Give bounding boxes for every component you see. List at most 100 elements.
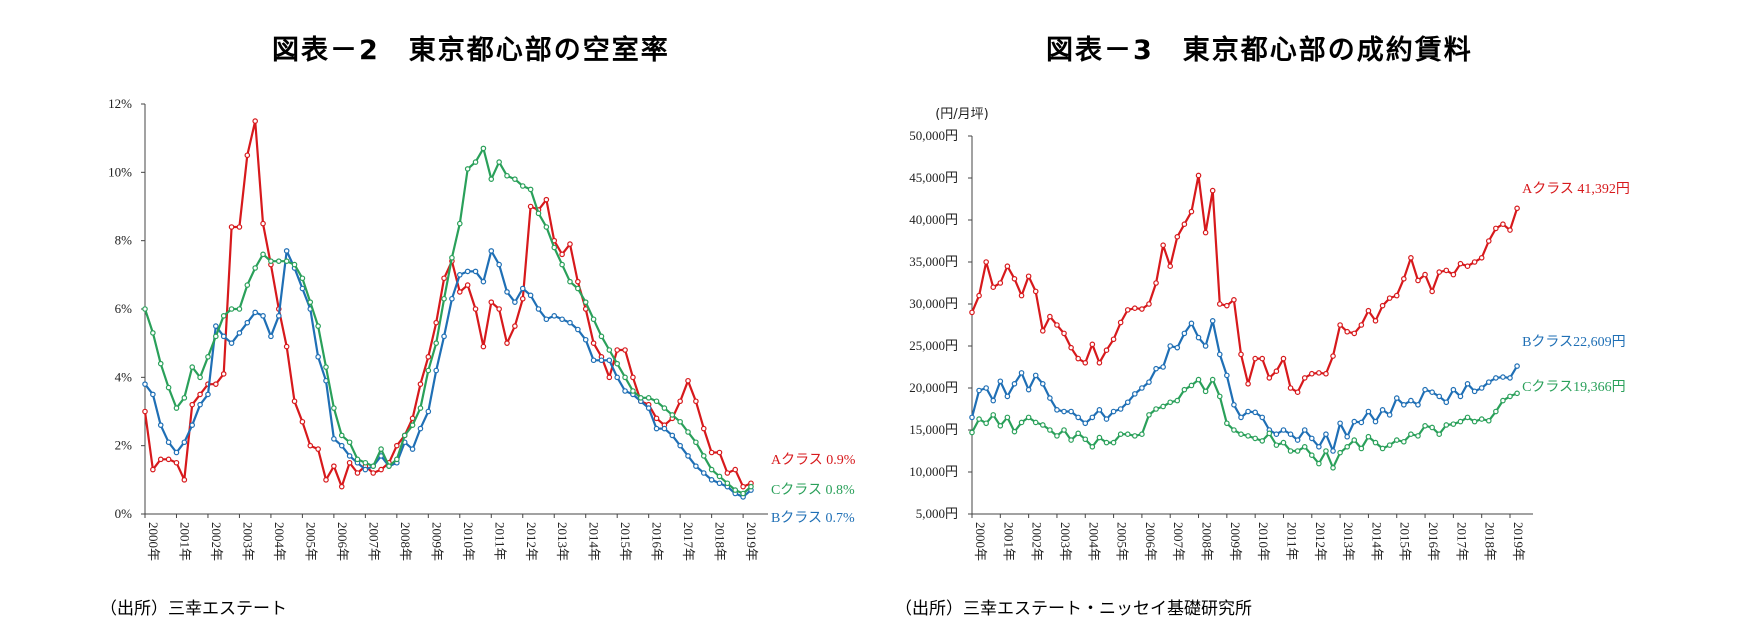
data-point: [1068, 344, 1074, 351]
data-point: [724, 480, 731, 487]
data-point: [1266, 430, 1273, 437]
data-point: [685, 429, 691, 435]
x-tick-label: 2006年: [1143, 522, 1158, 561]
data-point: [700, 470, 707, 476]
data-point: [189, 364, 196, 370]
x-tick-label: 2001年: [1001, 522, 1016, 561]
data-point: [252, 118, 258, 124]
data-point: [693, 439, 699, 446]
data-point: [1301, 443, 1308, 450]
data-point: [205, 391, 211, 398]
x-tick-label: 2014年: [1369, 522, 1384, 561]
x-tick-label: 2010年: [1256, 522, 1271, 561]
data-point: [1181, 221, 1188, 228]
data-point: [441, 333, 447, 340]
data-point: [1422, 386, 1428, 393]
x-tick-label: 2018年: [1483, 522, 1498, 561]
x-tick-label: 2007年: [1171, 522, 1186, 561]
x-tick-label: 2004年: [272, 522, 287, 561]
x-tick-label: 2011年: [1284, 522, 1299, 561]
data-point: [1082, 420, 1089, 427]
data-point: [614, 360, 620, 367]
data-point: [1294, 389, 1301, 396]
data-point: [362, 466, 369, 473]
series-line-0: [143, 119, 752, 488]
data-point: [1372, 418, 1379, 425]
data-point: [425, 354, 432, 360]
data-point: [1386, 442, 1393, 448]
data-point: [1273, 442, 1280, 448]
data-point: [551, 244, 558, 251]
data-point: [181, 439, 188, 446]
data-point: [700, 453, 707, 459]
y-unit-label: (円/月坪): [935, 107, 989, 122]
data-point: [1103, 416, 1110, 422]
data-point: [488, 299, 495, 305]
data-point: [456, 289, 463, 295]
data-point: [142, 306, 148, 312]
data-point: [1174, 344, 1181, 351]
data-point: [1139, 385, 1145, 391]
data-point: [1089, 414, 1096, 421]
data-point: [551, 313, 558, 319]
data-point: [1436, 269, 1443, 275]
data-point: [1500, 397, 1506, 404]
data-point: [622, 388, 628, 394]
data-point: [441, 295, 447, 302]
data-point: [1089, 443, 1096, 450]
data-point: [582, 336, 589, 343]
x-tick-label: 2019年: [744, 522, 759, 561]
y-tick-label: 30,000円: [909, 296, 958, 311]
data-point: [1082, 436, 1089, 443]
data-point: [997, 280, 1004, 286]
data-point: [338, 483, 345, 490]
data-point: [1174, 234, 1181, 240]
data-point: [1294, 437, 1301, 443]
data-point: [1507, 375, 1513, 381]
data-point: [598, 333, 605, 340]
data-point: [645, 405, 652, 411]
data-point: [1068, 408, 1074, 415]
data-point: [1401, 401, 1407, 408]
x-tick-label: 2015年: [618, 522, 633, 561]
data-point: [1025, 414, 1032, 421]
data-point: [244, 152, 251, 159]
data-point: [213, 333, 219, 340]
data-point: [1457, 393, 1464, 400]
data-point: [1464, 414, 1471, 421]
rent-chart: 5,000円 10,000円 15,000円 20,000円 25,000円 30,000…: [909, 107, 1630, 561]
data-point: [653, 425, 660, 432]
data-point: [519, 183, 526, 189]
data-point: [1032, 288, 1039, 295]
y-tick-label: 25,000円: [909, 338, 958, 353]
data-point: [1252, 435, 1258, 442]
data-point: [220, 333, 227, 340]
data-point: [1117, 406, 1124, 412]
x-tick-label: 2018年: [713, 522, 728, 561]
data-point: [228, 340, 235, 346]
x-tick-label: 2007年: [366, 522, 381, 561]
data-point: [1471, 259, 1478, 265]
data-point: [1032, 372, 1039, 379]
data-point: [275, 313, 282, 319]
data-point: [1245, 433, 1251, 439]
data-point: [669, 432, 676, 439]
data-point: [1167, 263, 1174, 270]
data-point: [165, 384, 172, 391]
data-point: [1386, 295, 1393, 301]
data-point: [1507, 393, 1513, 400]
data-point: [1330, 464, 1336, 471]
data-point: [1139, 306, 1145, 312]
y-tick-label: 4%: [115, 369, 133, 384]
data-point: [417, 405, 424, 411]
data-point: [1507, 227, 1513, 233]
data-point: [1209, 376, 1216, 383]
data-point: [1365, 433, 1372, 440]
data-point: [590, 340, 597, 346]
data-point: [1422, 271, 1428, 278]
data-point: [575, 278, 581, 285]
data-point: [590, 357, 597, 364]
data-point: [283, 258, 290, 264]
data-point: [394, 456, 400, 463]
data-point: [1450, 386, 1457, 393]
